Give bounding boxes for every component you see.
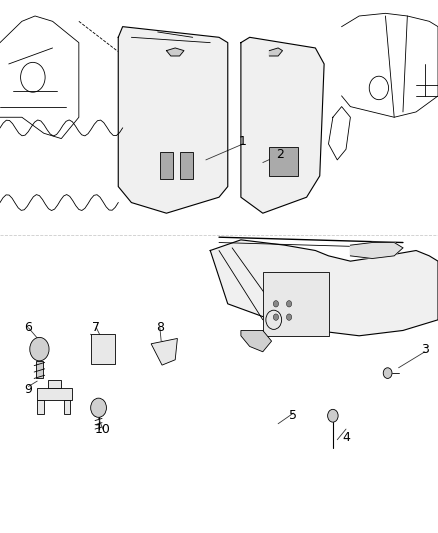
Text: 3: 3 <box>421 343 429 356</box>
Circle shape <box>328 409 338 422</box>
Bar <box>269 147 298 176</box>
Polygon shape <box>269 48 283 56</box>
Text: 4: 4 <box>342 431 350 443</box>
Circle shape <box>273 301 279 307</box>
Circle shape <box>383 368 392 378</box>
Circle shape <box>286 301 292 307</box>
Circle shape <box>30 337 49 361</box>
Bar <box>36 361 43 378</box>
Bar <box>37 400 44 414</box>
Text: 2: 2 <box>276 148 284 161</box>
Bar <box>263 272 328 336</box>
Text: 1: 1 <box>239 135 247 148</box>
Bar <box>91 334 115 364</box>
Circle shape <box>273 314 279 320</box>
Text: 10: 10 <box>95 423 111 435</box>
Text: 5: 5 <box>290 409 297 422</box>
Bar <box>64 400 70 414</box>
Polygon shape <box>210 240 438 336</box>
Bar <box>160 152 173 179</box>
Polygon shape <box>241 330 272 352</box>
Bar <box>48 380 61 388</box>
Polygon shape <box>151 338 177 365</box>
Text: 7: 7 <box>92 321 100 334</box>
Circle shape <box>286 314 292 320</box>
Polygon shape <box>350 243 403 259</box>
Circle shape <box>91 398 106 417</box>
Bar <box>37 388 72 400</box>
Polygon shape <box>241 37 324 213</box>
Text: 8: 8 <box>156 321 164 334</box>
Polygon shape <box>166 48 184 56</box>
Text: 9: 9 <box>25 383 32 395</box>
Bar <box>180 152 193 179</box>
Text: 6: 6 <box>25 321 32 334</box>
Polygon shape <box>118 27 228 213</box>
